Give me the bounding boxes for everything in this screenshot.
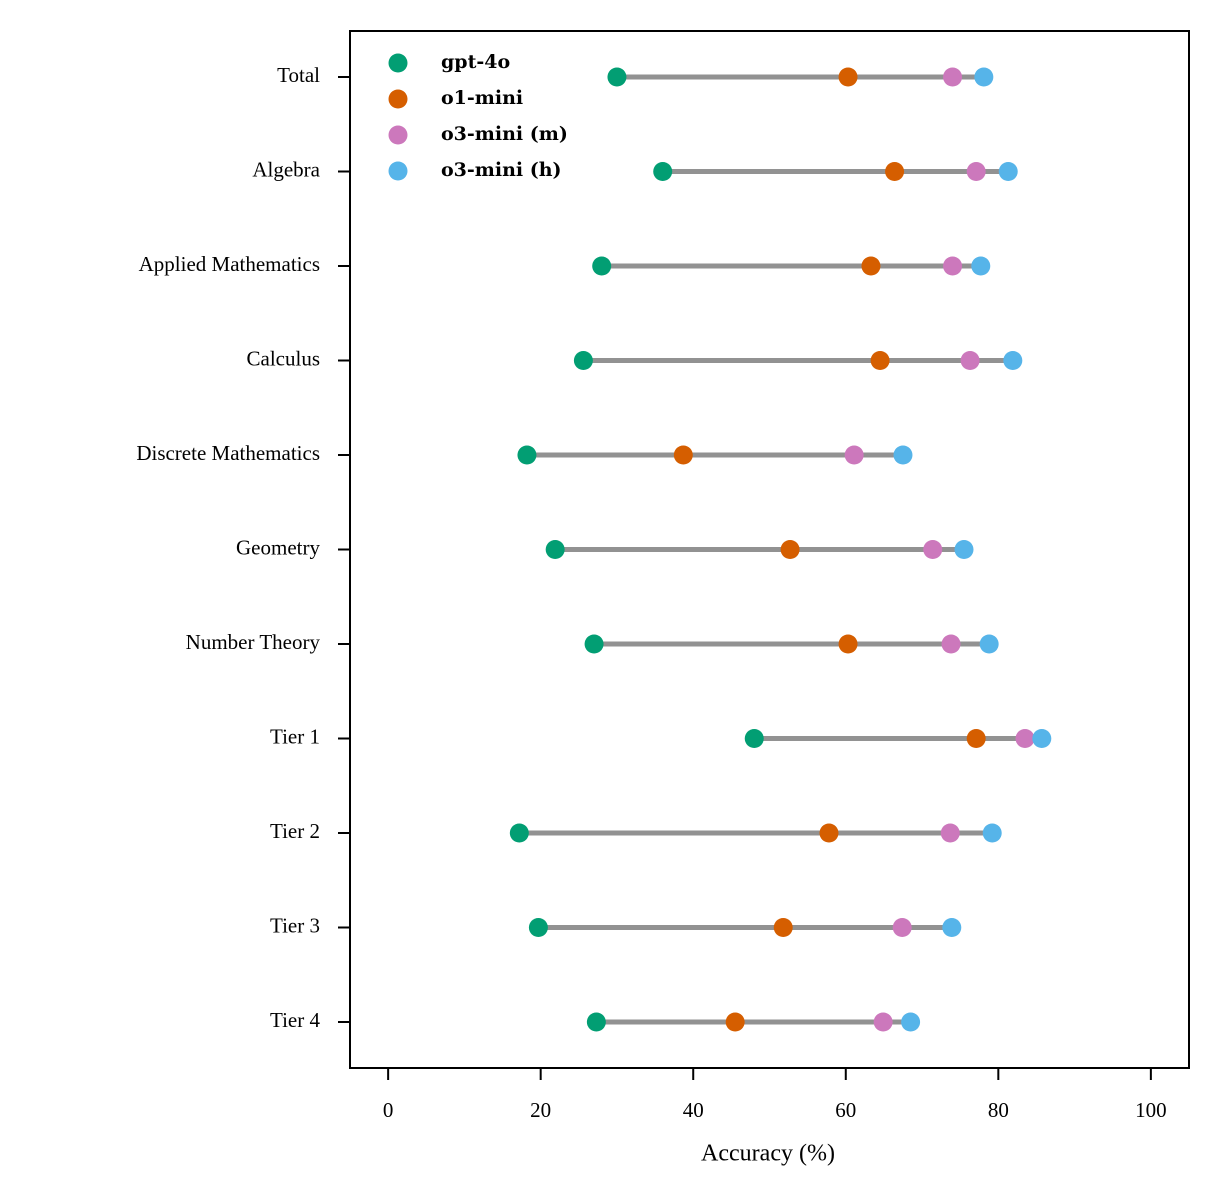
dot xyxy=(966,729,986,748)
dot xyxy=(725,1012,745,1032)
dot xyxy=(838,634,858,654)
dot xyxy=(528,918,548,937)
x-tick-label: 40 xyxy=(683,1098,704,1122)
y-tick-label: Applied Mathematics xyxy=(139,252,320,276)
dot xyxy=(960,351,980,370)
dot xyxy=(974,67,994,87)
dot xyxy=(982,823,1002,843)
dot xyxy=(979,634,999,654)
dot xyxy=(673,445,693,465)
dot xyxy=(1015,729,1035,748)
y-tick-label: Tier 3 xyxy=(270,913,320,937)
x-tick-label: 0 xyxy=(383,1098,394,1122)
dot xyxy=(966,162,986,181)
dot xyxy=(892,918,912,937)
dot xyxy=(517,445,537,465)
y-tick-label: Discrete Mathematics xyxy=(136,441,320,465)
dot xyxy=(509,823,529,843)
legend-marker xyxy=(388,89,408,109)
dot xyxy=(861,256,881,276)
x-tick-label: 100 xyxy=(1135,1098,1167,1122)
plot-frame xyxy=(349,30,1190,1069)
y-tick-label: Number Theory xyxy=(186,630,321,654)
dot xyxy=(873,1012,893,1032)
x-axis-label: Accuracy (%) xyxy=(701,1141,835,1167)
dot xyxy=(586,1012,606,1032)
dot xyxy=(923,540,943,559)
x-tick-label: 60 xyxy=(835,1098,856,1122)
dot xyxy=(941,634,961,654)
dot xyxy=(954,540,974,559)
dot xyxy=(573,351,593,370)
dot xyxy=(943,67,963,87)
dot xyxy=(744,729,764,748)
legend-label: o3-mini (h) xyxy=(441,159,562,181)
legend-marker xyxy=(388,125,408,145)
y-tick-label: Tier 4 xyxy=(270,1008,320,1032)
x-tick-label: 20 xyxy=(530,1098,551,1122)
dot xyxy=(780,540,800,559)
legend-label: o3-mini (m) xyxy=(441,123,568,145)
dot xyxy=(584,634,604,654)
dot xyxy=(998,162,1018,181)
dot xyxy=(885,162,905,181)
dot xyxy=(592,256,612,276)
dot xyxy=(1032,729,1052,748)
dot xyxy=(870,351,890,370)
dot xyxy=(653,162,673,181)
legend-marker xyxy=(388,53,408,73)
y-tick-label: Tier 2 xyxy=(270,819,320,843)
dot xyxy=(773,918,793,937)
y-tick-label: Calculus xyxy=(247,346,321,370)
dot xyxy=(545,540,565,559)
x-tick-label: 80 xyxy=(988,1098,1009,1122)
dot xyxy=(901,1012,921,1032)
dot xyxy=(943,256,963,276)
legend-label: gpt-4o xyxy=(441,51,510,73)
dot xyxy=(940,823,960,843)
legend-marker xyxy=(388,161,408,181)
dot xyxy=(838,67,858,87)
dot xyxy=(844,445,864,465)
dot xyxy=(942,918,962,937)
legend-label: o1-mini xyxy=(441,87,523,109)
y-tick-label: Geometry xyxy=(236,535,320,559)
dot xyxy=(607,67,627,87)
dot xyxy=(893,445,913,465)
dot xyxy=(971,256,991,276)
dot xyxy=(1003,351,1023,370)
y-tick-label: Total xyxy=(277,63,320,87)
y-tick-label: Algebra xyxy=(252,157,320,181)
y-tick-label: Tier 1 xyxy=(270,724,320,748)
dot xyxy=(819,823,839,843)
